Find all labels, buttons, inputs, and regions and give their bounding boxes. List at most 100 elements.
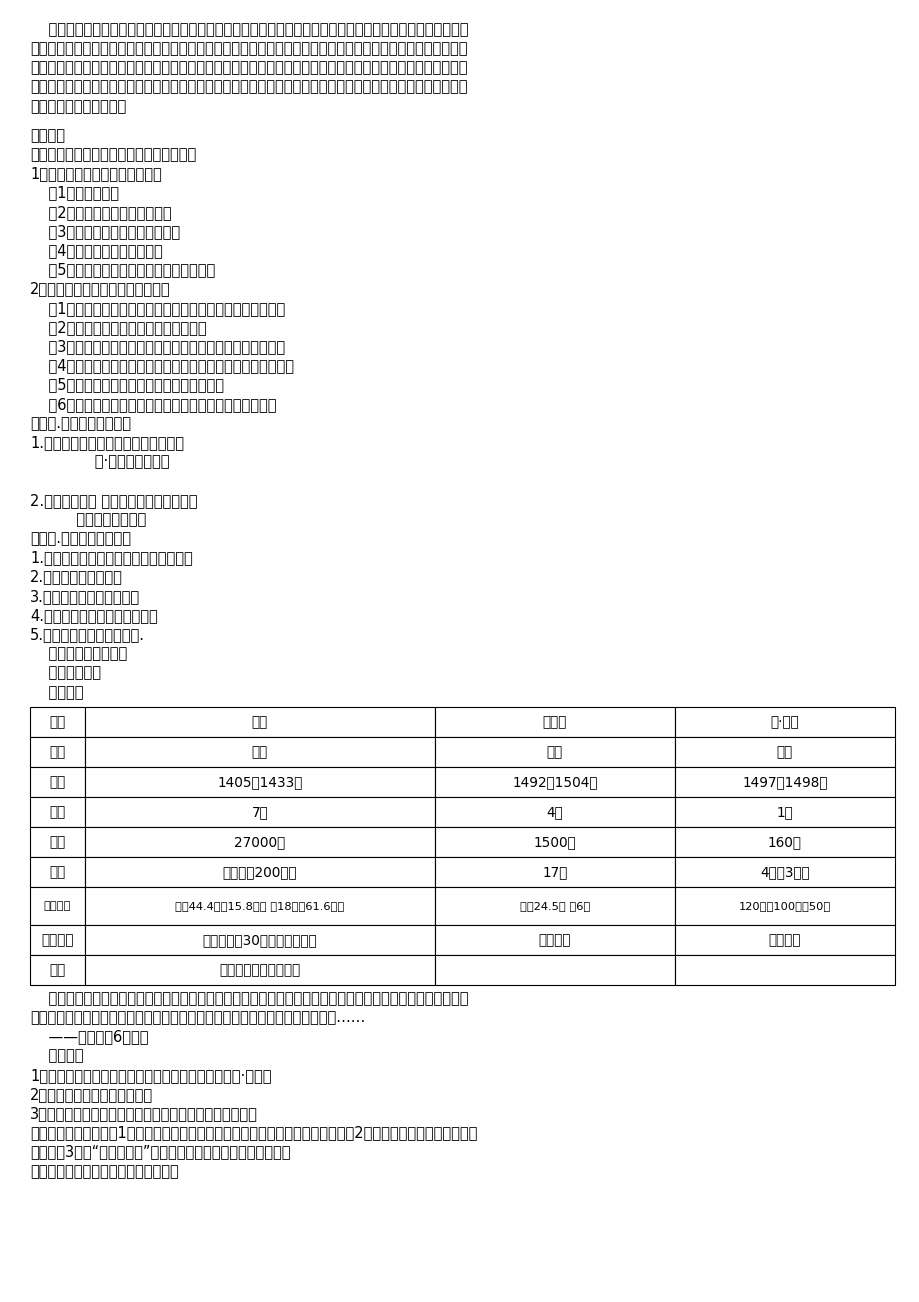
Bar (675, 887, 894, 924)
Bar (675, 857, 894, 887)
Text: 地区: 地区 (50, 745, 65, 759)
Text: 1次: 1次 (776, 805, 792, 819)
Bar (675, 954, 894, 986)
Text: 27000人: 27000人 (234, 835, 285, 849)
Text: 到达美洲: 到达美洲 (539, 934, 571, 947)
Text: 达·伽马到达印度；: 达·伽马到达印度； (30, 454, 169, 470)
Text: 哥伦布: 哥伦布 (542, 715, 567, 729)
Text: 人物: 人物 (50, 715, 65, 729)
Text: 大小船计200余艽: 大小船计200余艽 (222, 865, 297, 879)
Text: （5）地理知识的进步（开始相信地圆学说）: （5）地理知识的进步（开始相信地圆学说） (30, 378, 223, 393)
Text: 1497～1498年: 1497～1498年 (742, 775, 827, 789)
Text: 设备: 设备 (50, 963, 65, 976)
Text: （6）拥有强大的物质基础（西班牙和葡萄牙王室的支持）: （6）拥有强大的物质基础（西班牙和葡萄牙王室的支持） (30, 397, 277, 411)
Bar (85, 797, 435, 827)
Bar (435, 924, 675, 954)
Text: 160人: 160人 (767, 835, 801, 849)
Text: 郑和: 郑和 (252, 715, 267, 729)
Bar (30, 827, 85, 857)
Bar (435, 737, 675, 767)
Text: 到达亚、非30多个国家和地区: 到达亚、非30多个国家和地区 (202, 934, 317, 947)
Bar (435, 797, 675, 827)
Text: （二）.新航路开辟的过程: （二）.新航路开辟的过程 (30, 417, 130, 431)
Bar (435, 767, 675, 797)
Bar (675, 924, 894, 954)
Text: ——本课本第6页注释: ——本课本第6页注释 (30, 1030, 148, 1044)
Text: （1）西欧生产力的发展（为新航路的开辟提供了物质条件）: （1）西欧生产力的发展（为新航路的开辟提供了物质条件） (30, 301, 285, 316)
Text: （1）到东方寻金: （1）到东方寻金 (30, 186, 119, 201)
Text: 学生讨论、回答完后，教师小结如下：: 学生讨论、回答完后，教师小结如下： (30, 1164, 178, 1178)
Bar (435, 707, 675, 737)
Text: （一）、新航路开辟的背景（原因、条件）: （一）、新航路开辟的背景（原因、条件） (30, 147, 196, 163)
Text: 时间: 时间 (50, 775, 65, 789)
Bar (30, 924, 85, 954)
Text: 到达印度: 到达印度 (768, 934, 800, 947)
Text: 17艽: 17艽 (541, 865, 567, 879)
Bar (435, 857, 675, 887)
Text: （2）造船技术的进步（多桡多帆海船）: （2）造船技术的进步（多桡多帆海船） (30, 320, 207, 335)
Text: （4）宗教原因，弘扬基督教: （4）宗教原因，弘扬基督教 (30, 243, 163, 258)
Text: 阅读下列材料: 阅读下列材料 (30, 665, 101, 681)
Bar (85, 707, 435, 737)
Text: 3.非洲陷入贫困落后之中；: 3.非洲陷入贫困落后之中； (30, 589, 140, 604)
Text: 船长24.5米 到6米: 船长24.5米 到6米 (519, 901, 589, 911)
Text: 到达范围: 到达范围 (41, 934, 74, 947)
Text: 5.世界：世界市场初步形成.: 5.世界：世界市场初步形成. (30, 628, 145, 642)
Bar (30, 737, 85, 767)
Text: 2．用史实说明材料二的观点。: 2．用史实说明材料二的观点。 (30, 1087, 153, 1101)
Bar (85, 954, 435, 986)
Text: 达·伽马: 达·伽马 (770, 715, 799, 729)
Bar (675, 767, 894, 797)
Bar (30, 707, 85, 737)
Text: 2、新航路的开辟的条件（可能性）: 2、新航路的开辟的条件（可能性） (30, 281, 170, 297)
Text: 欧洲国家开始对亚、非、美洲进行政治控制、经济剥削和文化侵略，改变了东西方关系；各大洲间的相对孤立的状: 欧洲国家开始对亚、非、美洲进行政治控制、经济剥削和文化侵略，改变了东西方关系；各… (30, 60, 467, 76)
Text: 印度: 印度 (776, 745, 792, 759)
Text: 1．从材料上看，郑和远航哪些方面超过了哥伦布和达·伽马？: 1．从材料上看，郑和远航哪些方面超过了哥伦布和达·伽马？ (30, 1068, 271, 1083)
Bar (85, 827, 435, 857)
Bar (30, 767, 85, 797)
Bar (85, 857, 435, 887)
Text: 1500人: 1500人 (533, 835, 575, 849)
Text: 2.向西：西班牙 哥伦布发现美洲新大陆；: 2.向西：西班牙 哥伦布发现美洲新大陆； (30, 492, 198, 508)
Text: 4（抖3）艽: 4（抖3）艽 (759, 865, 809, 879)
Text: （4）地图绘制技术的进步（有了便于确定方位的经度和纬度）: （4）地图绘制技术的进步（有了便于确定方位的经度和纬度） (30, 358, 294, 374)
Text: 120吨、100吨　50吨: 120吨、100吨 50吨 (738, 901, 830, 911)
Text: 【板书】: 【板书】 (30, 128, 65, 143)
Bar (30, 857, 85, 887)
Bar (85, 887, 435, 924)
Text: 请回答：: 请回答： (30, 1048, 84, 1064)
Text: 1、新航路开辟的原因（必要性）: 1、新航路开辟的原因（必要性） (30, 167, 162, 181)
Text: 侵略国家和人民的反抗。: 侵略国家和人民的反抗。 (30, 99, 126, 113)
Text: 材料二：对哥伦布及其航行美洲的评价，我国史学界有几种不同看法：（其中一种认为）哥伦布是将美洲纳入: 材料二：对哥伦布及其航行美洲的评价，我国史学界有几种不同看法：（其中一种认为）哥… (30, 991, 468, 1006)
Text: 西洋: 西洋 (252, 745, 267, 759)
Text: 船长44.4丈（15.8米） 刷18丈（61.6米）: 船长44.4丈（15.8米） 刷18丈（61.6米） (176, 901, 345, 911)
Text: 发展进程。西欧封建制度的衰落和资本主义的发展，体现了人类开始由封建社会向资本主义社会过渡的历史趋势；: 发展进程。西欧封建制度的衰落和资本主义的发展，体现了人类开始由封建社会向资本主义… (30, 42, 467, 56)
Text: 定难度。3．是“创新训练题”，开启学生深层次的分析思考能力。: 定难度。3．是“创新训练题”，开启学生深层次的分析思考能力。 (30, 1144, 290, 1160)
Bar (675, 797, 894, 827)
Text: （5）根本原因：西欧资本主义萌芽的发展: （5）根本原因：西欧资本主义萌芽的发展 (30, 263, 215, 277)
Text: （2）寻求与东方直接贸易途径: （2）寻求与东方直接贸易途径 (30, 204, 172, 220)
Text: （三）.新航路开辟的影响: （三）.新航路开辟的影响 (30, 531, 130, 547)
Bar (675, 827, 894, 857)
Bar (30, 887, 85, 924)
Bar (435, 827, 675, 857)
Text: 船数: 船数 (50, 865, 65, 879)
Text: 3．想一想，为什么郑和远航产生的影响反而不如哥伦布？: 3．想一想，为什么郑和远航产生的影响反而不如哥伦布？ (30, 1107, 257, 1121)
Text: 4.亚洲：经济发展，人口繁育；: 4.亚洲：经济发展，人口繁育； (30, 608, 157, 622)
Text: 态被打破，世界日益成为一个相互影响、联系紧密的整体，由于这种联系建立在侵略、奴役的基础上，必将引起被: 态被打破，世界日益成为一个相互影响、联系紧密的整体，由于这种联系建立在侵略、奴役… (30, 79, 467, 95)
Text: （3）航海技术的进步（罗盘针和计算纬度的星盘等的应用）: （3）航海技术的进步（罗盘针和计算纬度的星盘等的应用） (30, 340, 285, 354)
Text: 麦哲伦环绕地球。: 麦哲伦环绕地球。 (30, 512, 146, 527)
Text: 材料一：: 材料一： (30, 685, 84, 699)
Bar (675, 707, 894, 737)
Text: 船上有航海图、罗盘针: 船上有航海图、罗盘针 (219, 963, 301, 976)
Bar (30, 797, 85, 827)
Text: 4次: 4次 (546, 805, 562, 819)
Text: （3）政治原因，扩张以强化王权: （3）政治原因，扩张以强化王权 (30, 224, 180, 240)
Bar (85, 767, 435, 797)
Text: 美洲: 美洲 (546, 745, 562, 759)
Bar (675, 737, 894, 767)
Text: 船只大小: 船只大小 (44, 901, 71, 911)
Text: 1405～1433年: 1405～1433年 (217, 775, 302, 789)
Text: 1.对欧洲：资本主义发展、封建主义衰落: 1.对欧洲：资本主义发展、封建主义衰落 (30, 551, 193, 565)
Text: 人数: 人数 (50, 835, 65, 849)
